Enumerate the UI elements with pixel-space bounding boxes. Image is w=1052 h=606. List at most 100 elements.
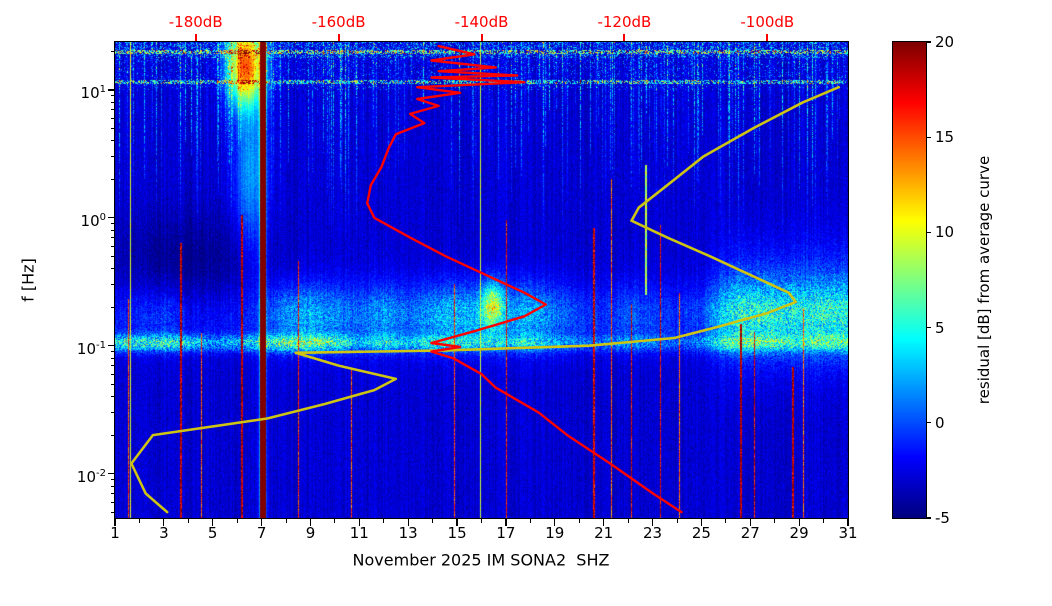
y-tick-label: 10-2: [76, 467, 106, 486]
x-major-tick: [798, 519, 800, 526]
x-tick-label: 19: [545, 524, 565, 542]
y-minor-tick: [111, 412, 115, 414]
y-minor-tick: [111, 178, 115, 180]
top-axis-tick-label: -180dB: [168, 13, 223, 31]
x-axis-label: November 2025 IM SONA2 SHZ: [352, 550, 610, 570]
y-tick-label: 100: [80, 211, 106, 230]
colorbar-tick: [926, 326, 931, 329]
spectrogram-heatmap: [115, 42, 848, 518]
y-minor-tick: [111, 434, 115, 436]
x-minor-tick: [334, 519, 336, 523]
y-minor-tick: [111, 127, 115, 129]
y-minor-tick: [111, 109, 115, 111]
y-tick-label: 101: [80, 83, 106, 102]
x-minor-tick: [138, 519, 140, 523]
colorbar-tick-label: 15: [935, 128, 955, 147]
y-minor-tick: [111, 284, 115, 286]
top-axis-tick: [623, 34, 626, 41]
y-major-tick: [108, 473, 115, 475]
y-minor-tick: [111, 351, 115, 353]
y-minor-tick: [111, 95, 115, 97]
x-tick-label: 11: [349, 524, 369, 542]
top-axis-tick: [194, 34, 197, 41]
colorbar-tick-label: -5: [935, 509, 950, 527]
x-tick-label: 13: [398, 524, 418, 542]
x-major-tick: [114, 519, 116, 526]
x-minor-tick: [578, 519, 580, 523]
y-tick-label: 10-1: [76, 339, 106, 358]
x-major-tick: [505, 519, 507, 526]
y-axis-label: f [Hz]: [18, 258, 38, 302]
x-minor-tick: [285, 519, 287, 523]
x-minor-tick: [236, 519, 238, 523]
y-minor-tick: [111, 501, 115, 503]
x-minor-tick: [774, 519, 776, 523]
y-minor-tick: [111, 511, 115, 513]
top-axis-tick: [480, 34, 483, 41]
y-minor-tick: [111, 245, 115, 247]
x-major-tick: [309, 519, 312, 526]
x-tick-label: 17: [496, 524, 516, 542]
x-minor-tick: [383, 519, 385, 523]
colorbar-tick: [926, 231, 931, 234]
x-tick-label: 27: [740, 524, 760, 542]
top-axis-tick: [766, 34, 769, 41]
x-tick-label: 1: [110, 524, 120, 542]
x-major-tick: [847, 519, 849, 526]
y-minor-tick: [111, 383, 115, 385]
y-minor-tick: [111, 268, 115, 270]
y-minor-tick: [111, 365, 115, 367]
x-major-tick: [212, 519, 214, 526]
x-tick-label: 31: [838, 524, 858, 542]
colorbar-tick-label: 5: [935, 318, 945, 337]
colorbar-frame: [891, 40, 927, 519]
plot-frame: [113, 40, 849, 519]
y-minor-tick: [111, 237, 115, 239]
y-minor-tick: [111, 255, 115, 257]
x-tick-label: 9: [305, 524, 316, 542]
x-tick-label: 29: [789, 524, 809, 542]
y-minor-tick: [111, 156, 115, 158]
y-minor-tick: [111, 357, 115, 359]
y-minor-tick: [111, 117, 115, 119]
y-minor-tick: [111, 396, 115, 398]
colorbar-tick: [926, 136, 931, 138]
x-major-tick: [554, 519, 556, 526]
x-minor-tick: [823, 519, 825, 523]
y-minor-tick: [111, 229, 115, 231]
x-major-tick: [700, 519, 703, 526]
x-major-tick: [603, 519, 605, 526]
y-minor-tick: [111, 373, 115, 375]
x-major-tick: [163, 519, 165, 526]
colorbar-tick-label: 10: [935, 223, 955, 242]
top-axis-tick-label: -120dB: [597, 13, 652, 31]
top-axis-tick-label: -140dB: [454, 13, 509, 31]
x-major-tick: [261, 519, 263, 526]
y-major-tick: [108, 89, 115, 91]
yellow-average-curve: [130, 85, 841, 514]
y-minor-tick: [111, 50, 115, 52]
colorbar-tick: [926, 422, 931, 424]
x-minor-tick: [187, 519, 189, 523]
x-major-tick: [456, 519, 458, 526]
colorbar-tick-label: 20: [935, 33, 955, 51]
top-axis-tick: [337, 34, 340, 41]
y-minor-tick: [111, 223, 115, 225]
x-minor-tick: [432, 519, 434, 523]
colorbar-tick: [926, 517, 931, 519]
y-minor-tick: [111, 101, 115, 103]
y-minor-tick: [111, 493, 115, 494]
x-minor-tick: [676, 519, 678, 523]
x-major-tick: [358, 519, 360, 526]
average-curves-overlay: [130, 44, 841, 514]
y-major-tick: [108, 217, 115, 219]
top-axis-tick-label: -160dB: [311, 13, 366, 31]
x-major-tick: [407, 519, 409, 526]
x-tick-label: 5: [207, 524, 218, 542]
x-tick-label: 21: [594, 524, 614, 542]
red-average-curve: [365, 44, 683, 514]
x-tick-label: 7: [256, 524, 267, 542]
y-minor-tick: [111, 306, 115, 308]
x-minor-tick: [627, 519, 629, 523]
